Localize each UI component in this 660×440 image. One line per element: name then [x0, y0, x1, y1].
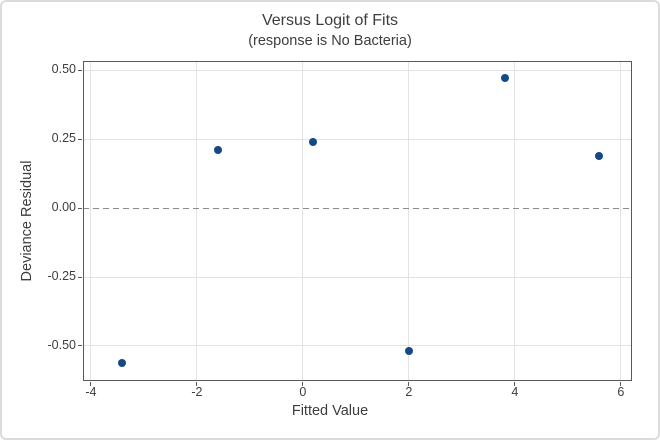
- data-point[interactable]: [213, 146, 222, 155]
- x-tick-label: 0: [299, 385, 307, 399]
- zero-reference-line: [83, 207, 632, 209]
- x-gridline: [302, 61, 304, 381]
- x-tick-mark: [196, 382, 198, 386]
- y-gridline: [83, 276, 632, 278]
- y-tick-label: -0.25: [47, 269, 77, 283]
- x-axis-title: Fitted Value: [291, 403, 369, 419]
- x-tick-mark: [302, 382, 304, 386]
- x-tick-mark: [90, 382, 92, 386]
- chart-title: Versus Logit of Fits: [261, 12, 399, 29]
- x-tick-label: 6: [617, 385, 625, 399]
- y-gridline: [83, 69, 632, 71]
- data-point[interactable]: [117, 358, 126, 367]
- x-gridline: [196, 61, 198, 381]
- x-tick-label: 4: [511, 385, 519, 399]
- x-tick-label: 2: [405, 385, 413, 399]
- data-point[interactable]: [500, 74, 509, 83]
- x-gridline: [514, 61, 516, 381]
- data-point[interactable]: [308, 137, 317, 146]
- chart-subtitle: (response is No Bacteria): [248, 33, 412, 49]
- y-tick-mark: [78, 345, 82, 347]
- y-tick-mark: [78, 207, 82, 209]
- x-tick-mark: [408, 382, 410, 386]
- plot-area-frame: [83, 61, 632, 381]
- x-gridline: [90, 61, 92, 381]
- x-tick-mark: [514, 382, 516, 386]
- y-tick-label: 0.50: [51, 62, 76, 77]
- y-tick-label: 0.00: [51, 200, 76, 215]
- data-point[interactable]: [404, 347, 413, 356]
- y-tick-label: -0.50: [47, 337, 77, 352]
- data-point[interactable]: [595, 151, 604, 160]
- y-gridline: [83, 345, 632, 347]
- y-tick-label: 0.25: [51, 131, 76, 146]
- y-axis-title: Deviance Residual: [19, 160, 35, 282]
- y-tick-mark: [78, 138, 82, 140]
- y-tick-mark: [78, 276, 82, 278]
- y-gridline: [83, 138, 632, 140]
- x-gridline: [620, 61, 622, 381]
- x-tick-label: -2: [191, 385, 203, 399]
- x-gridline: [408, 61, 410, 381]
- y-tick-mark: [78, 69, 82, 71]
- x-tick-label: -4: [85, 385, 97, 399]
- x-tick-mark: [620, 382, 622, 386]
